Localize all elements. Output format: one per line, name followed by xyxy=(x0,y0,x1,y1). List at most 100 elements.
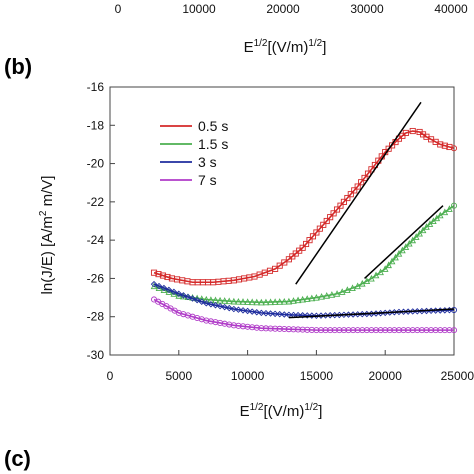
x-axis: 0 5000 10000 15000 20000 25000 xyxy=(107,350,474,383)
data-point xyxy=(402,129,409,136)
data-point xyxy=(225,297,233,305)
data-point xyxy=(436,211,444,219)
series-line xyxy=(153,298,454,331)
panel-c-label: (c) xyxy=(4,446,31,471)
data-point xyxy=(248,308,256,315)
data-point xyxy=(405,239,413,247)
data-point xyxy=(272,265,279,272)
data-point xyxy=(395,249,403,257)
y-tick-label: -20 xyxy=(87,157,105,171)
data-point xyxy=(258,298,265,306)
data-point xyxy=(409,327,416,334)
data-point xyxy=(164,273,171,281)
plot-frame xyxy=(109,86,455,356)
data-point xyxy=(267,310,274,317)
legend-label: 7 s xyxy=(198,172,217,188)
y-axis-title: ln(J/E) [A/m2 m/V] xyxy=(38,176,56,295)
data-point xyxy=(322,327,329,334)
data-point xyxy=(281,259,288,266)
data-point xyxy=(313,312,320,319)
data-point xyxy=(349,284,356,292)
data-point xyxy=(326,312,334,319)
x-tick-label: 20000 xyxy=(369,369,403,383)
legend: 0.5 s 1.5 s 3 s 7 s xyxy=(160,118,228,188)
data-point xyxy=(418,327,425,334)
data-point xyxy=(313,327,320,334)
data-point xyxy=(239,298,247,305)
data-point xyxy=(258,309,265,317)
data-point xyxy=(184,293,192,301)
data-point xyxy=(308,312,316,319)
data-point xyxy=(382,327,389,334)
legend-entry: 1.5 s xyxy=(160,136,228,152)
data-point xyxy=(437,327,444,334)
data-point xyxy=(165,286,173,294)
data-point xyxy=(331,327,338,334)
data-point xyxy=(313,293,320,301)
data-point xyxy=(361,174,368,181)
data-point xyxy=(400,327,407,334)
top-x-tick: 20000 xyxy=(266,2,300,16)
data-point xyxy=(359,327,366,334)
fit-line xyxy=(288,308,455,319)
data-point xyxy=(327,214,334,221)
data-point xyxy=(175,290,183,297)
data-point xyxy=(354,183,361,190)
data-point xyxy=(272,325,279,332)
data-point xyxy=(338,288,346,295)
data-point xyxy=(437,141,444,148)
data-point xyxy=(316,225,323,232)
data-point xyxy=(253,309,261,316)
data-point xyxy=(317,312,325,319)
data-point xyxy=(441,327,448,334)
data-point xyxy=(155,282,163,290)
data-point xyxy=(150,269,158,276)
data-point xyxy=(285,297,293,305)
series-1-5-s xyxy=(150,202,458,306)
data-point xyxy=(281,311,288,318)
data-point xyxy=(308,294,316,302)
y-tick-label: -26 xyxy=(87,271,105,285)
data-point xyxy=(276,325,283,332)
data-point xyxy=(450,145,458,152)
data-point xyxy=(385,261,392,269)
data-point xyxy=(230,305,238,313)
data-point xyxy=(253,298,261,306)
data-point xyxy=(446,327,453,334)
data-point xyxy=(416,229,423,237)
data-point xyxy=(198,298,205,305)
series-7-s xyxy=(150,296,458,334)
data-point xyxy=(354,282,362,290)
data-point xyxy=(244,298,251,305)
data-point xyxy=(303,312,311,319)
data-point xyxy=(276,310,283,318)
data-point xyxy=(330,210,337,217)
data-point xyxy=(230,297,238,305)
data-point xyxy=(207,301,215,308)
data-point xyxy=(150,280,158,288)
y-tick-label: -18 xyxy=(87,118,105,132)
data-point xyxy=(395,327,403,334)
data-point xyxy=(446,205,453,212)
panel-b-label: (b) xyxy=(4,54,32,79)
data-point xyxy=(299,326,306,333)
x-tick-label: 15000 xyxy=(300,369,334,383)
data-point xyxy=(337,202,344,209)
data-point xyxy=(414,327,421,334)
data-point xyxy=(450,327,458,334)
data-point xyxy=(207,318,214,325)
legend-entry: 3 s xyxy=(160,154,217,170)
data-point xyxy=(235,297,242,305)
data-point xyxy=(226,321,233,328)
data-point xyxy=(253,324,260,331)
data-point xyxy=(320,221,327,228)
data-point xyxy=(412,233,420,240)
data-point xyxy=(294,296,302,304)
data-point xyxy=(249,324,256,331)
data-point xyxy=(271,298,279,305)
data-point xyxy=(221,320,228,327)
data-point xyxy=(372,327,380,334)
data-point xyxy=(317,327,325,334)
data-point xyxy=(354,327,361,334)
data-point xyxy=(358,279,366,287)
